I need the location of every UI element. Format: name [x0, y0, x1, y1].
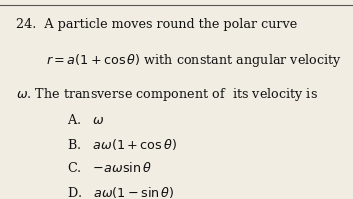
Text: A.   $\omega$: A. $\omega$: [67, 113, 105, 127]
Text: C.   $-a\omega\sin\theta$: C. $-a\omega\sin\theta$: [67, 161, 152, 175]
Text: 24.  A particle moves round the polar curve: 24. A particle moves round the polar cur…: [16, 18, 297, 31]
Text: $r = a\left(1 + \cos\theta\right)$ with constant angular velocity: $r = a\left(1 + \cos\theta\right)$ with …: [46, 52, 342, 69]
Text: $\omega$. The transverse component of  its velocity is: $\omega$. The transverse component of it…: [16, 86, 318, 102]
Text: D.   $a\omega\left(1 - \sin\theta\right)$: D. $a\omega\left(1 - \sin\theta\right)$: [67, 185, 175, 199]
Text: B.   $a\omega\left(1 + \cos\theta\right)$: B. $a\omega\left(1 + \cos\theta\right)$: [67, 137, 177, 152]
